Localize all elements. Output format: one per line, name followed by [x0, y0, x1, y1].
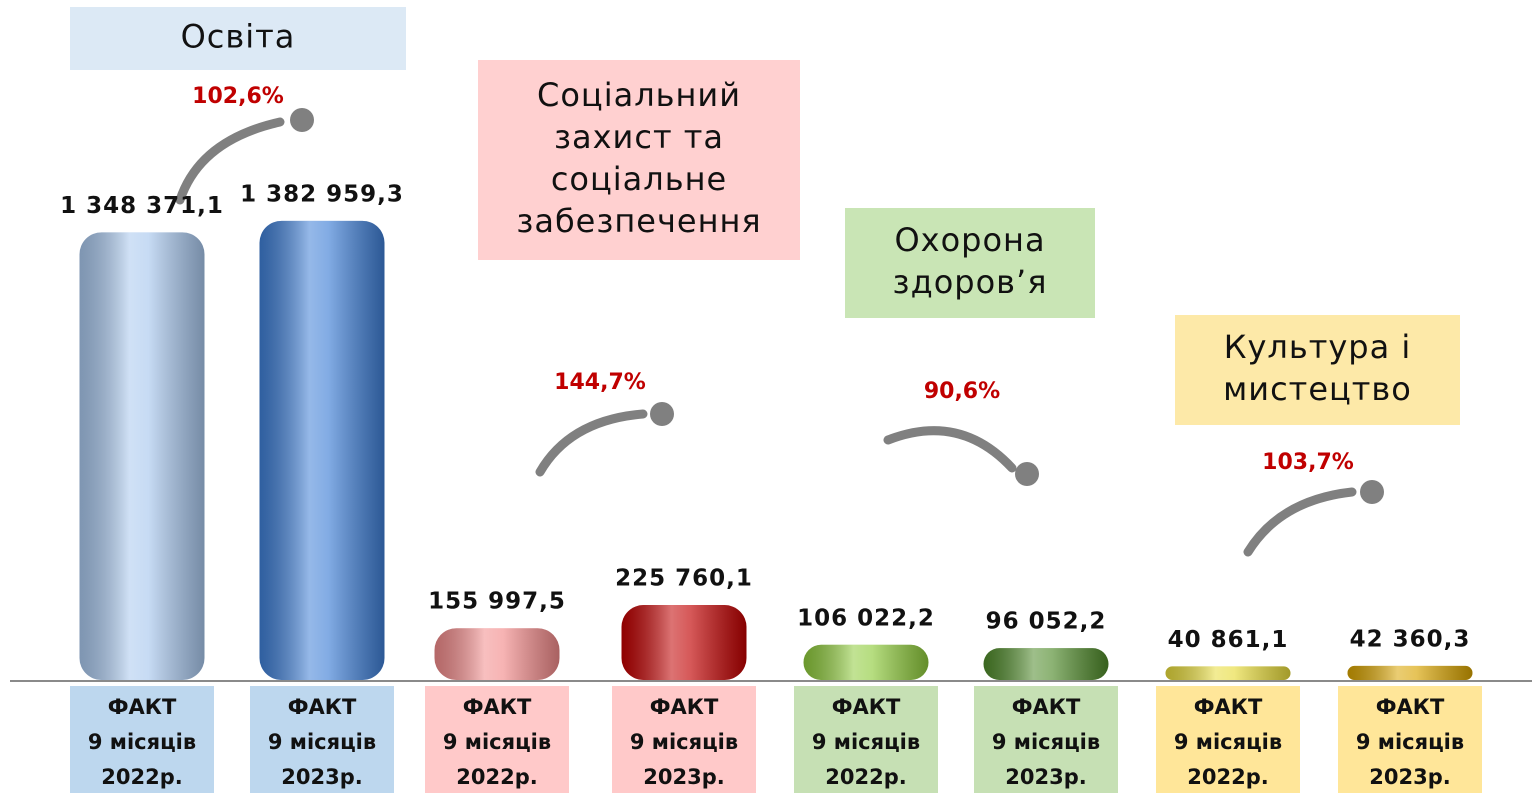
category-box	[70, 7, 406, 70]
bar-label-box	[425, 686, 569, 793]
value-label: 106 022,2	[797, 605, 935, 631]
bar-label: 2022р.	[825, 765, 906, 789]
bar-label: 9 місяців	[1174, 730, 1282, 754]
change-dot	[290, 108, 314, 132]
bar-shade	[621, 605, 747, 680]
bar-label: ФАКТ	[1376, 695, 1445, 719]
bar-label: 2023р.	[281, 765, 362, 789]
change-dot	[650, 402, 674, 426]
change-arrow	[175, 117, 285, 205]
category-box	[1175, 315, 1460, 425]
bar-label: ФАКТ	[108, 695, 177, 719]
bar-shade	[983, 648, 1109, 680]
bar-label: 9 місяців	[630, 730, 738, 754]
category-label: здоров’я	[893, 263, 1048, 301]
change-label: 102,6%	[192, 84, 284, 109]
value-label: 225 760,1	[615, 566, 753, 592]
bar-shade	[1165, 666, 1291, 680]
bar-shade	[259, 220, 385, 680]
change-label: 144,7%	[554, 370, 646, 395]
change-arrow	[1243, 487, 1357, 557]
bar-label: 2022р.	[101, 765, 182, 789]
bar-shade	[79, 232, 205, 680]
category-label: Культура і	[1224, 328, 1412, 366]
category-label: Освіта	[181, 18, 296, 56]
bar-label: 2022р.	[456, 765, 537, 789]
bar-label: ФАКТ	[1194, 695, 1263, 719]
bar-label: ФАКТ	[650, 695, 719, 719]
bar-label: ФАКТ	[463, 695, 532, 719]
change-dot	[1015, 462, 1039, 486]
category-label: Соціальний	[537, 76, 741, 114]
value-label: 96 052,2	[986, 609, 1107, 635]
bar-label: 2023р.	[643, 765, 724, 789]
value-label: 1 382 959,3	[240, 181, 404, 207]
value-label: 42 360,3	[1350, 626, 1471, 652]
value-label: 40 861,1	[1168, 627, 1289, 653]
bar-label-box	[974, 686, 1118, 793]
bar-label: 9 місяців	[443, 730, 551, 754]
bar-label: ФАКТ	[1012, 695, 1081, 719]
change-label: 90,6%	[924, 379, 1000, 404]
bar-label: 9 місяців	[812, 730, 920, 754]
category-box	[845, 208, 1095, 318]
bar-label: 9 місяців	[992, 730, 1100, 754]
bar-label-box	[1156, 686, 1300, 793]
category-box	[478, 60, 800, 260]
change-dot	[1360, 480, 1384, 504]
bar-label: 2022р.	[1187, 765, 1268, 789]
change-arrow	[535, 409, 648, 477]
category-label: забезпечення	[516, 202, 761, 240]
category-label: захист та	[554, 118, 724, 156]
bar-label: 2023р.	[1005, 765, 1086, 789]
bar-label-box	[794, 686, 938, 793]
bar-label: ФАКТ	[288, 695, 357, 719]
bar-label-box	[612, 686, 756, 793]
bar-shade	[803, 644, 929, 680]
change-arrow	[883, 426, 1017, 473]
category-label: соціальне	[551, 160, 727, 198]
bar-shade	[1347, 665, 1473, 680]
bar-label-box	[70, 686, 214, 793]
bar-label: 9 місяців	[268, 730, 376, 754]
bar-label: 2023р.	[1369, 765, 1450, 789]
bar-label: ФАКТ	[832, 695, 901, 719]
bar-label: 9 місяців	[1356, 730, 1464, 754]
bar-shade	[434, 628, 560, 680]
bar-label: 9 місяців	[88, 730, 196, 754]
bar-label-box	[1338, 686, 1482, 793]
category-label: Охорона	[894, 221, 1045, 259]
change-label: 103,7%	[1262, 450, 1354, 475]
bar-label-box	[250, 686, 394, 793]
category-label: мистецтво	[1223, 370, 1412, 408]
value-label: 155 997,5	[428, 589, 566, 615]
value-label: 1 348 371,1	[60, 193, 224, 219]
